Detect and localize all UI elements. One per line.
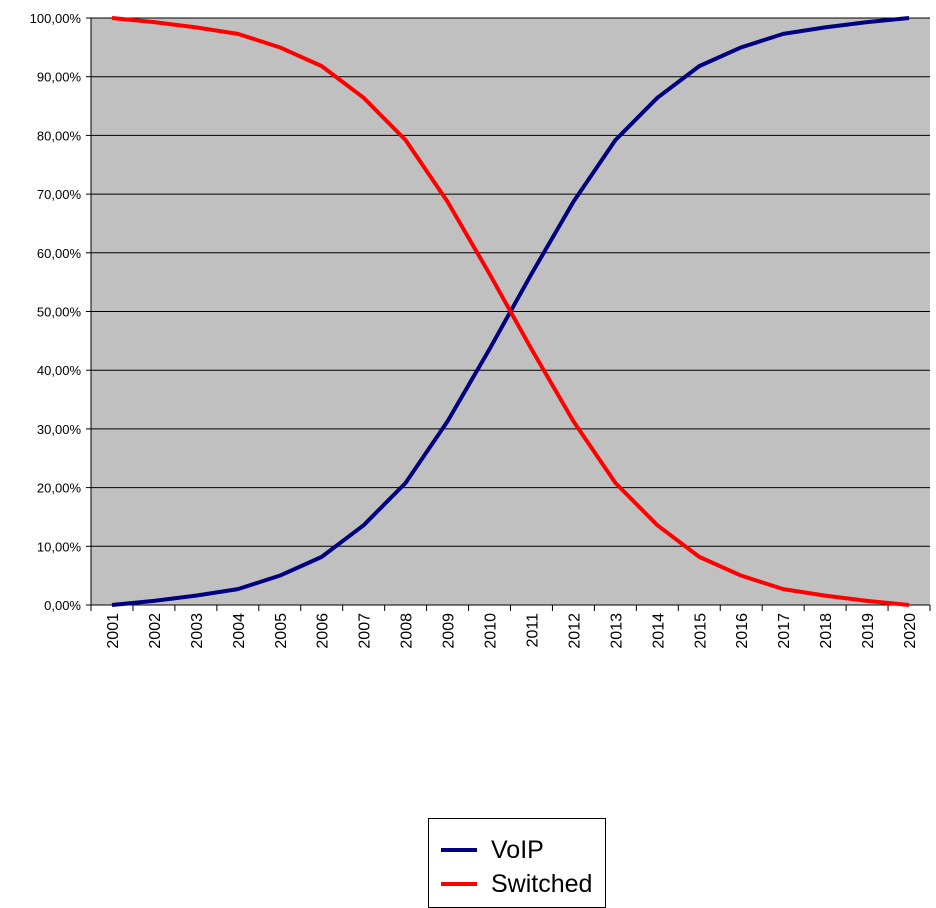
- y-tick-label: 60,00%: [37, 246, 82, 261]
- x-tick-label: 2015: [692, 613, 709, 649]
- x-tick-label: 2003: [189, 613, 206, 649]
- x-tick-label: 2006: [315, 613, 332, 649]
- axes: [90, 18, 931, 611]
- x-tick-label: 2017: [776, 613, 793, 649]
- x-tick-label: 2013: [608, 613, 625, 649]
- y-tick-label: 30,00%: [37, 422, 82, 437]
- y-tick-label: 70,00%: [37, 187, 82, 202]
- legend-item-voip: VoIP: [441, 835, 544, 865]
- x-tick-label: 2002: [147, 613, 164, 649]
- y-tick-label: 20,00%: [37, 481, 82, 496]
- x-tick-label: 2009: [441, 613, 458, 649]
- legend: VoIP Switched: [428, 818, 606, 908]
- y-tick-label: 50,00%: [37, 305, 82, 320]
- x-tick-label: 2012: [566, 613, 583, 649]
- x-tick-label: 2007: [357, 613, 374, 649]
- x-tick-label: 2016: [734, 613, 751, 649]
- x-tick-label: 2001: [105, 613, 122, 649]
- y-tick-label: 100,00%: [30, 11, 82, 26]
- legend-item-switched: Switched: [441, 869, 592, 899]
- x-axis-tick-labels: 2001 2002 2003 2004 2005 2006 2007 2008 2009 2010…: [105, 613, 919, 649]
- x-tick-label: 2018: [818, 613, 835, 649]
- x-tick-label: 2004: [231, 613, 248, 649]
- legend-label-voip: VoIP: [491, 835, 544, 864]
- legend-swatch-voip: [441, 848, 477, 852]
- y-axis-tick-labels: 0,00% 10,00% 20,00% 30,00% 40,00% 50,00% 60,00…: [30, 11, 82, 613]
- y-tick-label: 0,00%: [44, 598, 81, 613]
- x-tick-label: 2005: [273, 613, 290, 649]
- series-lines: [111, 16, 910, 607]
- x-tick-label: 2019: [860, 613, 877, 649]
- x-tick-label: 2008: [399, 613, 416, 649]
- y-tick-label: 10,00%: [37, 539, 82, 554]
- y-tick-label: 40,00%: [37, 363, 82, 378]
- y-tick-label: 80,00%: [37, 128, 82, 143]
- legend-label-switched: Switched: [491, 869, 593, 898]
- x-tick-label: 2020: [902, 613, 919, 649]
- x-tick-label: 2011: [524, 613, 541, 648]
- y-tick-label: 90,00%: [37, 70, 82, 85]
- legend-swatch-switched: [441, 882, 477, 886]
- x-tick-label: 2010: [483, 613, 500, 649]
- series-line-switched: [111, 16, 910, 607]
- x-tick-label: 2014: [650, 613, 667, 649]
